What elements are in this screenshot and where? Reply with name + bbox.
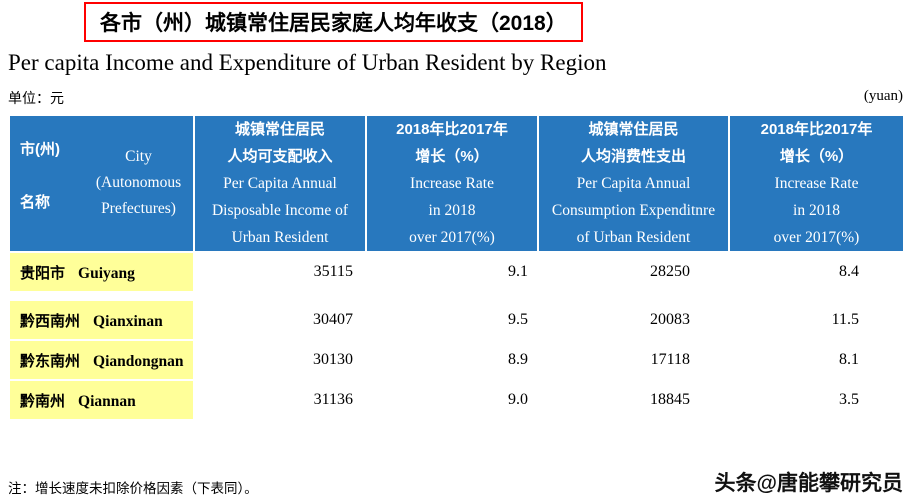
title-row: 各市（州）城镇常住居民家庭人均年收支（2018） — [84, 2, 911, 42]
header-consumption-growth-column: 2018年比2017年 增长（%） Increase Rate in 2018 … — [728, 114, 905, 253]
consumption-cell: 28250 — [537, 251, 730, 293]
income-growth-cell: 9.1 — [365, 251, 539, 293]
disposable-income-cell: 31136 — [193, 379, 367, 421]
header-line: Urban Resident — [231, 229, 329, 246]
header-line: City — [125, 148, 152, 165]
city-cell: 贵阳市 Guiyang — [8, 251, 195, 293]
header-line: in 2018 — [793, 202, 840, 219]
row-gap — [8, 291, 905, 301]
consumption-cell: 18845 — [537, 379, 730, 421]
header-line: 市(州) — [20, 141, 60, 158]
footnote: 注：增长速度未扣除价格因素（下表同）。 — [8, 481, 258, 496]
consumption-cell: 20083 — [537, 299, 730, 341]
header-line: 增长（%） — [779, 148, 854, 165]
city-name-cn: 黔南州 — [20, 392, 66, 410]
unit-row: 单位：元 (yuan) — [8, 88, 903, 108]
header-line: 2018年比2017年 — [396, 121, 508, 138]
page-title: 各市（州）城镇常住居民家庭人均年收支（2018） — [84, 2, 583, 42]
income-growth-cell: 9.5 — [365, 299, 539, 341]
header-consumption-column: 城镇常住居民 人均消费性支出 Per Capita Annual Consump… — [537, 114, 730, 253]
header-line: Per Capita Annual — [223, 175, 337, 192]
header-city-layout: 市(州) 名称 City (Autonomous Prefectures) — [10, 116, 193, 251]
header-disposable-income-column: 城镇常住居民 人均可支配收入 Per Capita Annual Disposa… — [193, 114, 367, 253]
city-cell: 黔西南州 Qianxinan — [8, 299, 195, 341]
consumption-growth-cell: 11.5 — [728, 299, 905, 341]
row-gap-cell — [8, 291, 905, 301]
header-city-en: City (Autonomous Prefectures) — [84, 116, 193, 251]
header-line: Prefectures) — [101, 200, 176, 217]
header-line: 2018年比2017年 — [760, 121, 873, 138]
city-cell: 黔东南州 Qiandongnan — [8, 339, 195, 381]
table-row: 贵阳市 Guiyang 35115 9.1 28250 8.4 — [8, 251, 905, 293]
table-row: 黔西南州 Qianxinan 30407 9.5 20083 11.5 — [8, 299, 905, 341]
disposable-income-cell: 30130 — [193, 339, 367, 381]
unit-label-cn: 单位：元 — [8, 90, 64, 106]
header-line: 城镇常住居民 — [588, 121, 679, 138]
city-cell: 黔南州 Qiannan — [8, 379, 195, 421]
disposable-income-cell: 30407 — [193, 299, 367, 341]
header-line: Per Capita Annual — [576, 175, 691, 192]
header-line: over 2017(%) — [773, 229, 860, 246]
consumption-growth-cell: 8.4 — [728, 251, 905, 293]
disposable-income-cell: 35115 — [193, 251, 367, 293]
city-name-en: Qianxinan — [93, 312, 163, 330]
header-city-column: 市(州) 名称 City (Autonomous Prefectures) — [8, 114, 195, 253]
table-header-row: 市(州) 名称 City (Autonomous Prefectures) 城镇… — [8, 114, 905, 253]
header-line: Consumption Expenditnre — [551, 202, 716, 219]
table-row: 黔南州 Qiannan 31136 9.0 18845 3.5 — [8, 379, 905, 421]
watermark: 头条@唐能攀研究员 — [714, 472, 903, 495]
table-row: 黔东南州 Qiandongnan 30130 8.9 17118 8.1 — [8, 339, 905, 381]
header-income-growth-column: 2018年比2017年 增长（%） Increase Rate in 2018 … — [365, 114, 539, 253]
header-line: Disposable Income of — [211, 202, 349, 219]
city-name-en: Qiandongnan — [93, 352, 184, 370]
header-line: Increase Rate — [774, 175, 859, 192]
header-line: 人均消费性支出 — [580, 148, 686, 165]
header-line: 增长（%） — [415, 148, 489, 165]
page-subtitle: Per capita Income and Expenditure of Urb… — [8, 50, 607, 75]
header-city-cn: 市(州) 名称 — [10, 116, 84, 251]
unit-label-en: (yuan) — [863, 88, 903, 104]
header-line: of Urban Resident — [576, 229, 691, 246]
consumption-growth-cell: 3.5 — [728, 379, 905, 421]
city-name-cn: 贵阳市 — [20, 264, 66, 282]
income-expenditure-table: 市(州) 名称 City (Autonomous Prefectures) 城镇… — [8, 114, 905, 421]
city-name-en: Qiannan — [78, 392, 136, 410]
header-line: 人均可支配收入 — [227, 148, 333, 165]
header-line: over 2017(%) — [409, 229, 495, 246]
header-line: 城镇常住居民 — [234, 121, 325, 138]
header-line: 名称 — [20, 194, 51, 211]
city-name-cn: 黔东南州 — [20, 352, 81, 370]
header-line: (Autonomous — [95, 174, 182, 191]
header-line: Increase Rate — [410, 175, 494, 192]
header-line: in 2018 — [428, 202, 476, 219]
income-growth-cell: 8.9 — [365, 339, 539, 381]
consumption-cell: 17118 — [537, 339, 730, 381]
income-growth-cell: 9.0 — [365, 379, 539, 421]
city-name-cn: 黔西南州 — [20, 312, 81, 330]
consumption-growth-cell: 8.1 — [728, 339, 905, 381]
footer-row: 注：增长速度未扣除价格因素（下表同）。 头条@唐能攀研究员 — [8, 467, 903, 497]
city-name-en: Guiyang — [78, 264, 135, 282]
